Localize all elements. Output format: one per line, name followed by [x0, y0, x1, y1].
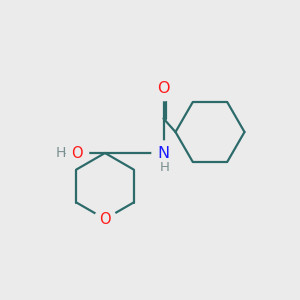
- Text: O: O: [99, 212, 111, 226]
- Text: O: O: [157, 81, 170, 96]
- Text: N: N: [158, 146, 169, 160]
- Text: O: O: [71, 146, 82, 160]
- Text: H: H: [56, 146, 66, 160]
- Text: H: H: [160, 161, 170, 174]
